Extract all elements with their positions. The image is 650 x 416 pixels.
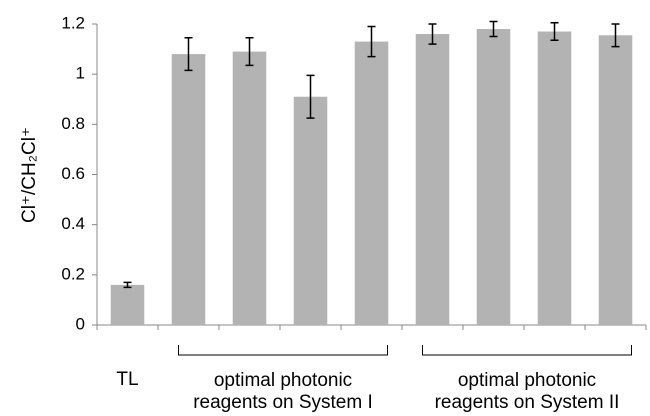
y-tick-label: 0.2 <box>61 264 85 283</box>
bar <box>476 29 511 326</box>
error-bar <box>123 281 132 289</box>
bar <box>110 284 145 325</box>
group-label: optimal photonic <box>214 370 352 391</box>
error-bar <box>611 23 620 48</box>
group-bracket <box>178 345 388 356</box>
y-axis-label: Cl⁺/CH₂Cl⁺ <box>19 127 40 223</box>
bar <box>537 31 572 326</box>
bar <box>232 51 267 325</box>
y-tick-label: 1.2 <box>61 13 85 32</box>
group-label: reagents on System I <box>193 392 373 413</box>
bar <box>171 54 206 325</box>
y-tick-label: 0 <box>76 314 85 333</box>
group-label: reagents on System II <box>435 392 620 413</box>
group-bracket <box>422 345 632 356</box>
y-tick-label: 1 <box>76 64 85 83</box>
error-bar <box>428 23 437 45</box>
bar <box>354 41 389 325</box>
error-bar <box>306 74 315 119</box>
bar <box>293 96 328 325</box>
error-bar <box>245 37 254 67</box>
error-bar <box>489 20 498 38</box>
error-bar <box>550 21 559 42</box>
y-tick-label: 0.8 <box>61 114 85 133</box>
y-tick-label: 0.4 <box>61 214 85 233</box>
bar <box>598 35 633 325</box>
error-bar <box>184 37 193 72</box>
x-tick-label: TL <box>116 369 138 390</box>
error-bar <box>367 25 376 58</box>
group-label: optimal photonic <box>458 370 596 391</box>
bar <box>415 34 450 326</box>
y-tick-label: 0.6 <box>61 164 85 183</box>
